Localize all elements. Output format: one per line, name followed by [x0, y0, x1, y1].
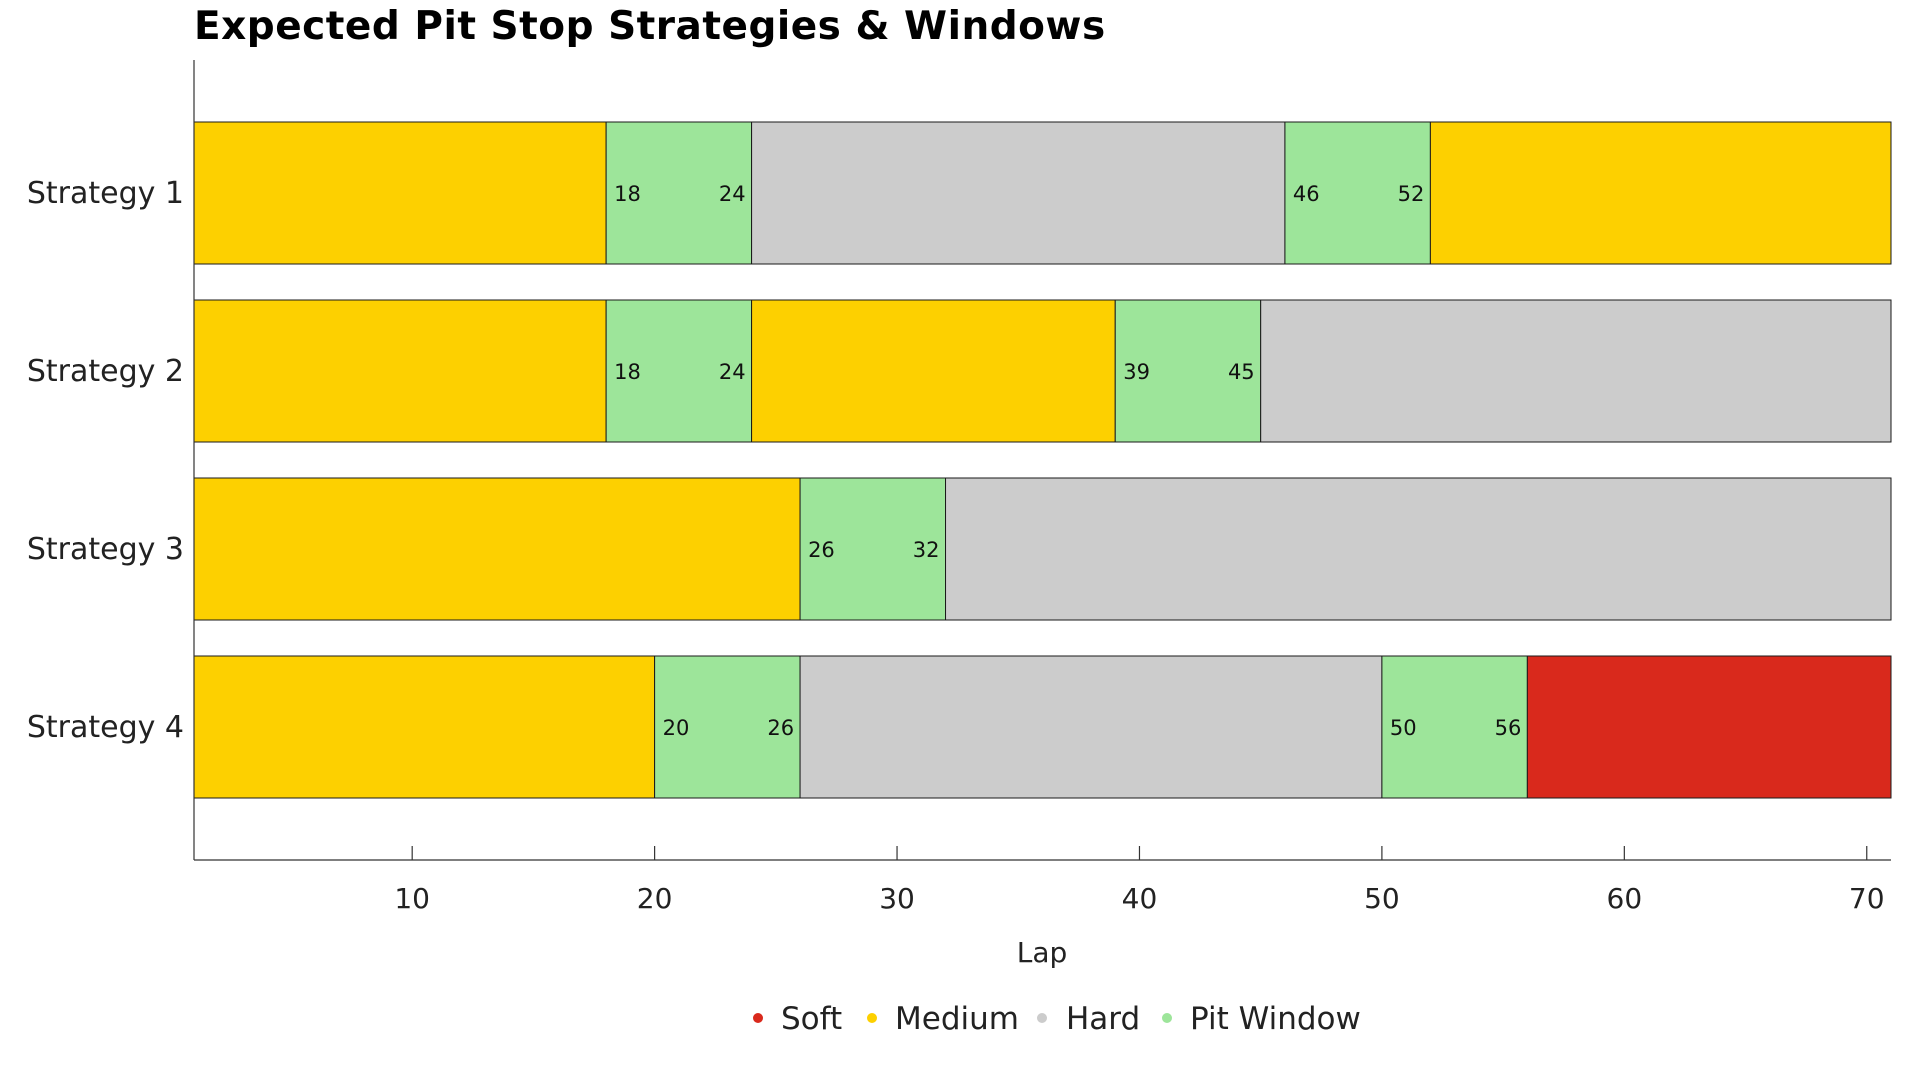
legend-item-hard: Hard: [1037, 1001, 1140, 1037]
legend-marker: [753, 1013, 763, 1023]
pit-window-end-label: 45: [1228, 360, 1255, 384]
legend-label: Medium: [895, 1001, 1019, 1037]
segment-medium: [751, 299, 1116, 443]
legend-item-pit-window: Pit Window: [1162, 1001, 1361, 1037]
x-tick-label: 30: [879, 882, 915, 915]
pit-window-end-label: 24: [719, 360, 746, 384]
y-tick-label: Strategy 1: [27, 176, 184, 211]
segment-medium: [1429, 121, 1892, 265]
legend: Soft Medium Hard Pit Window: [753, 1001, 1361, 1037]
x-tick-label: 40: [1122, 882, 1158, 915]
legend-label: Soft: [781, 1001, 842, 1037]
x-tick-label: 20: [637, 882, 673, 915]
pit-window-start-label: 18: [614, 360, 641, 384]
y-tick-label: Strategy 4: [27, 710, 184, 745]
segment-hard: [1260, 299, 1892, 443]
legend-label: Hard: [1066, 1001, 1140, 1037]
pit-window-start-label: 50: [1390, 716, 1417, 740]
axes: [193, 60, 1891, 861]
chart-title: Expected Pit Stop Strategies & Windows: [194, 4, 1106, 49]
segment-medium: [193, 299, 607, 443]
segment-pit-window: [1114, 299, 1262, 443]
x-axis-ticks: 10 20 30 40 50 60 70: [394, 846, 1885, 915]
segment-medium: [193, 655, 656, 799]
pit-window-start-label: 20: [663, 716, 690, 740]
strategy-row-2: 18 24 39 45: [193, 299, 1892, 443]
pit-window-start-label: 18: [614, 182, 641, 206]
pit-window-end-label: 26: [767, 716, 794, 740]
segment-medium: [193, 477, 801, 621]
x-tick-label: 50: [1364, 882, 1400, 915]
legend-marker: [867, 1013, 877, 1023]
x-tick-label: 10: [394, 882, 430, 915]
pit-window-end-label: 24: [719, 182, 746, 206]
pit-window-end-label: 52: [1398, 182, 1425, 206]
strategy-row-1: 18 24 46 52: [193, 121, 1892, 265]
legend-label: Pit Window: [1190, 1001, 1361, 1037]
legend-marker: [1037, 1013, 1047, 1023]
legend-marker: [1162, 1013, 1172, 1023]
pit-window-start-label: 39: [1123, 360, 1150, 384]
segment-pit-window: [1284, 121, 1431, 265]
segment-pit-window: [799, 477, 947, 621]
pit-window-end-label: 56: [1495, 716, 1522, 740]
x-tick-label: 70: [1849, 882, 1885, 915]
strategy-row-4: 20 26 50 56: [193, 655, 1892, 799]
pit-window-start-label: 26: [808, 538, 835, 562]
segment-pit-window: [1381, 655, 1528, 799]
y-axis-labels: Strategy 1 Strategy 2 Strategy 3 Strategy 4: [27, 176, 184, 745]
x-tick-label: 60: [1607, 882, 1643, 915]
segment-hard: [751, 121, 1286, 265]
segment-hard: [945, 477, 1892, 621]
legend-item-medium: Medium: [867, 1001, 1019, 1037]
segment-medium: [193, 121, 607, 265]
segment-pit-window: [605, 121, 753, 265]
strategy-row-3: 26 32: [193, 477, 1892, 621]
segment-hard: [799, 655, 1383, 799]
y-tick-label: Strategy 3: [27, 532, 184, 567]
segment-pit-window: [605, 299, 753, 443]
bars-layer: 18 24 46 52 18 24 39 45 26 32 20 26 50 56: [193, 121, 1892, 799]
y-tick-label: Strategy 2: [27, 354, 184, 389]
x-axis-label: Lap: [1017, 936, 1068, 969]
segment-pit-window: [654, 655, 801, 799]
segment-soft: [1526, 655, 1892, 799]
pit-window-start-label: 46: [1293, 182, 1320, 206]
pit-window-end-label: 32: [913, 538, 940, 562]
legend-item-soft: Soft: [753, 1001, 842, 1037]
